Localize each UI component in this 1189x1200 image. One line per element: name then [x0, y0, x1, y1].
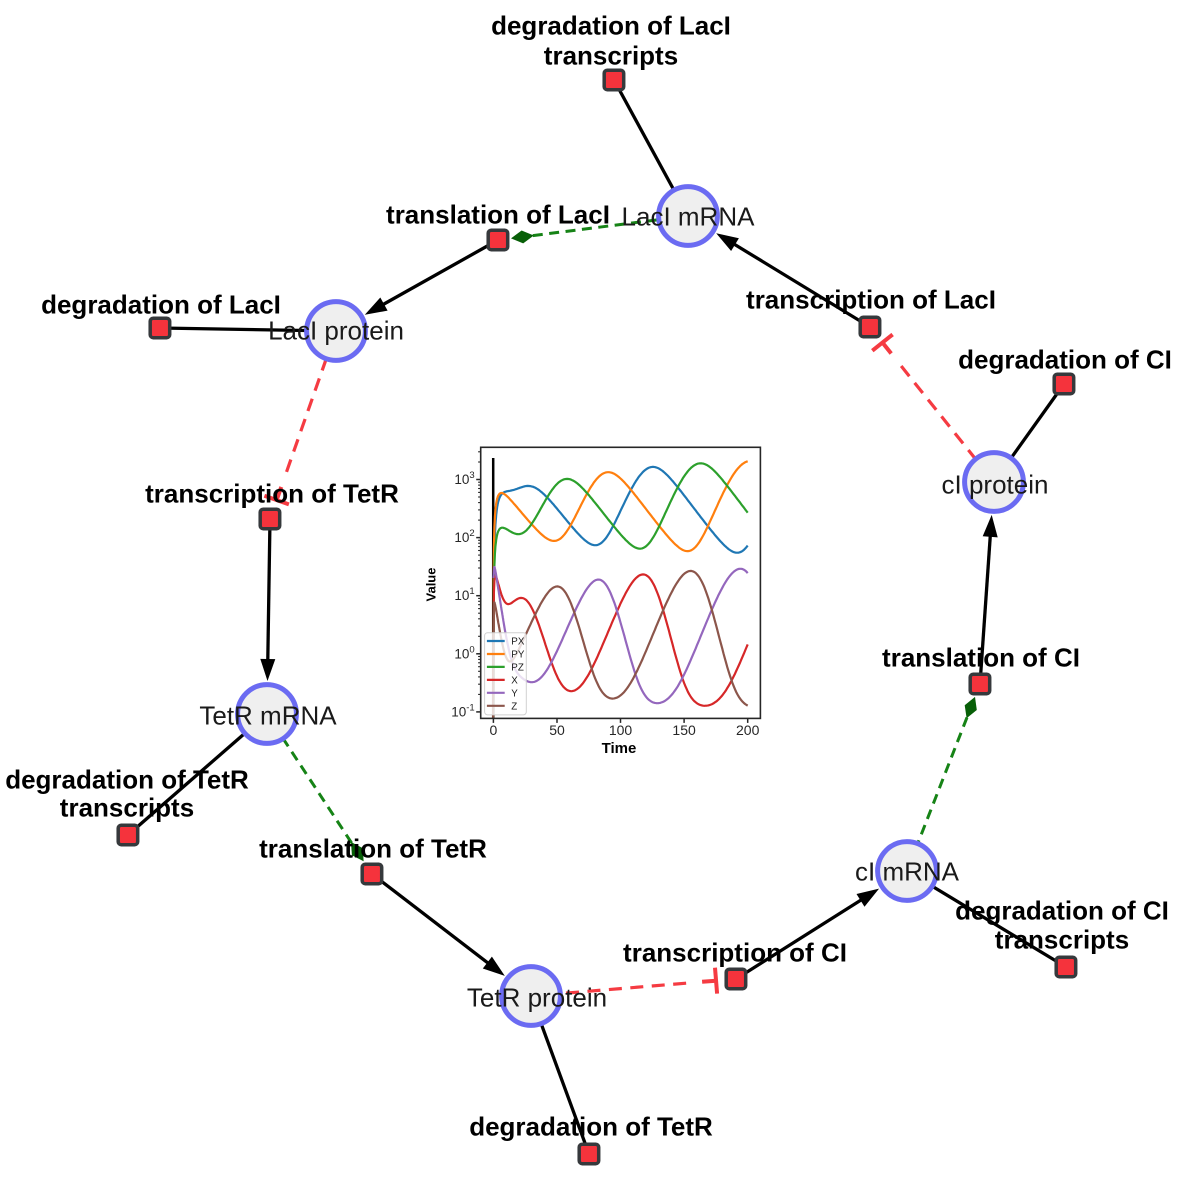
svg-text:100: 100 [609, 722, 633, 738]
svg-text:TetR protein: TetR protein [467, 982, 607, 1012]
svg-text:LacI protein: LacI protein [268, 315, 404, 345]
svg-text:50: 50 [549, 722, 565, 738]
svg-text:transcription of TetR: transcription of TetR [145, 478, 399, 508]
svg-text:PZ: PZ [511, 663, 524, 674]
svg-text:Value: Value [424, 568, 439, 602]
svg-text:degradation of LacI: degradation of LacI [41, 289, 281, 319]
svg-text:transcription of CI: transcription of CI [623, 937, 847, 967]
svg-text:translation of CI: translation of CI [882, 642, 1080, 672]
svg-text:Time: Time [602, 740, 637, 757]
svg-text:degradation of TetR: degradation of TetR [469, 1111, 713, 1141]
svg-text:cI mRNA: cI mRNA [855, 856, 960, 886]
svg-text:150: 150 [672, 722, 696, 738]
svg-text:translation of LacI: translation of LacI [386, 199, 610, 229]
svg-text:Z: Z [511, 701, 517, 712]
svg-text:degradation of LacI: degradation of LacI [491, 10, 731, 40]
svg-text:transcription of LacI: transcription of LacI [746, 284, 996, 314]
svg-text:Y: Y [511, 688, 518, 699]
svg-text:200: 200 [736, 722, 760, 738]
svg-text:LacI mRNA: LacI mRNA [622, 201, 756, 231]
svg-text:cI protein: cI protein [942, 469, 1049, 499]
svg-text:degradation of TetR: degradation of TetR [5, 764, 249, 794]
svg-text:TetR mRNA: TetR mRNA [199, 700, 337, 730]
svg-text:0: 0 [490, 722, 498, 738]
svg-text:translation of TetR: translation of TetR [259, 833, 487, 863]
svg-text:transcripts: transcripts [60, 792, 194, 822]
svg-text:degradation of CI: degradation of CI [958, 344, 1172, 374]
svg-text:degradation of CI: degradation of CI [955, 895, 1169, 925]
svg-text:PX: PX [511, 637, 525, 648]
svg-text:X: X [511, 676, 518, 687]
svg-text:transcripts: transcripts [544, 40, 678, 70]
svg-text:transcripts: transcripts [995, 924, 1129, 954]
svg-text:PY: PY [511, 650, 525, 661]
